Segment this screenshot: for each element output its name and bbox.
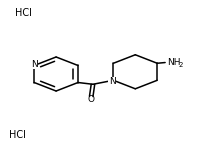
Text: HCl: HCl (9, 130, 26, 140)
Text: 2: 2 (179, 62, 183, 68)
Text: N: N (109, 77, 116, 86)
Text: N: N (31, 59, 38, 69)
Text: NH: NH (167, 58, 180, 67)
Text: O: O (88, 95, 95, 104)
Text: HCl: HCl (15, 8, 32, 18)
